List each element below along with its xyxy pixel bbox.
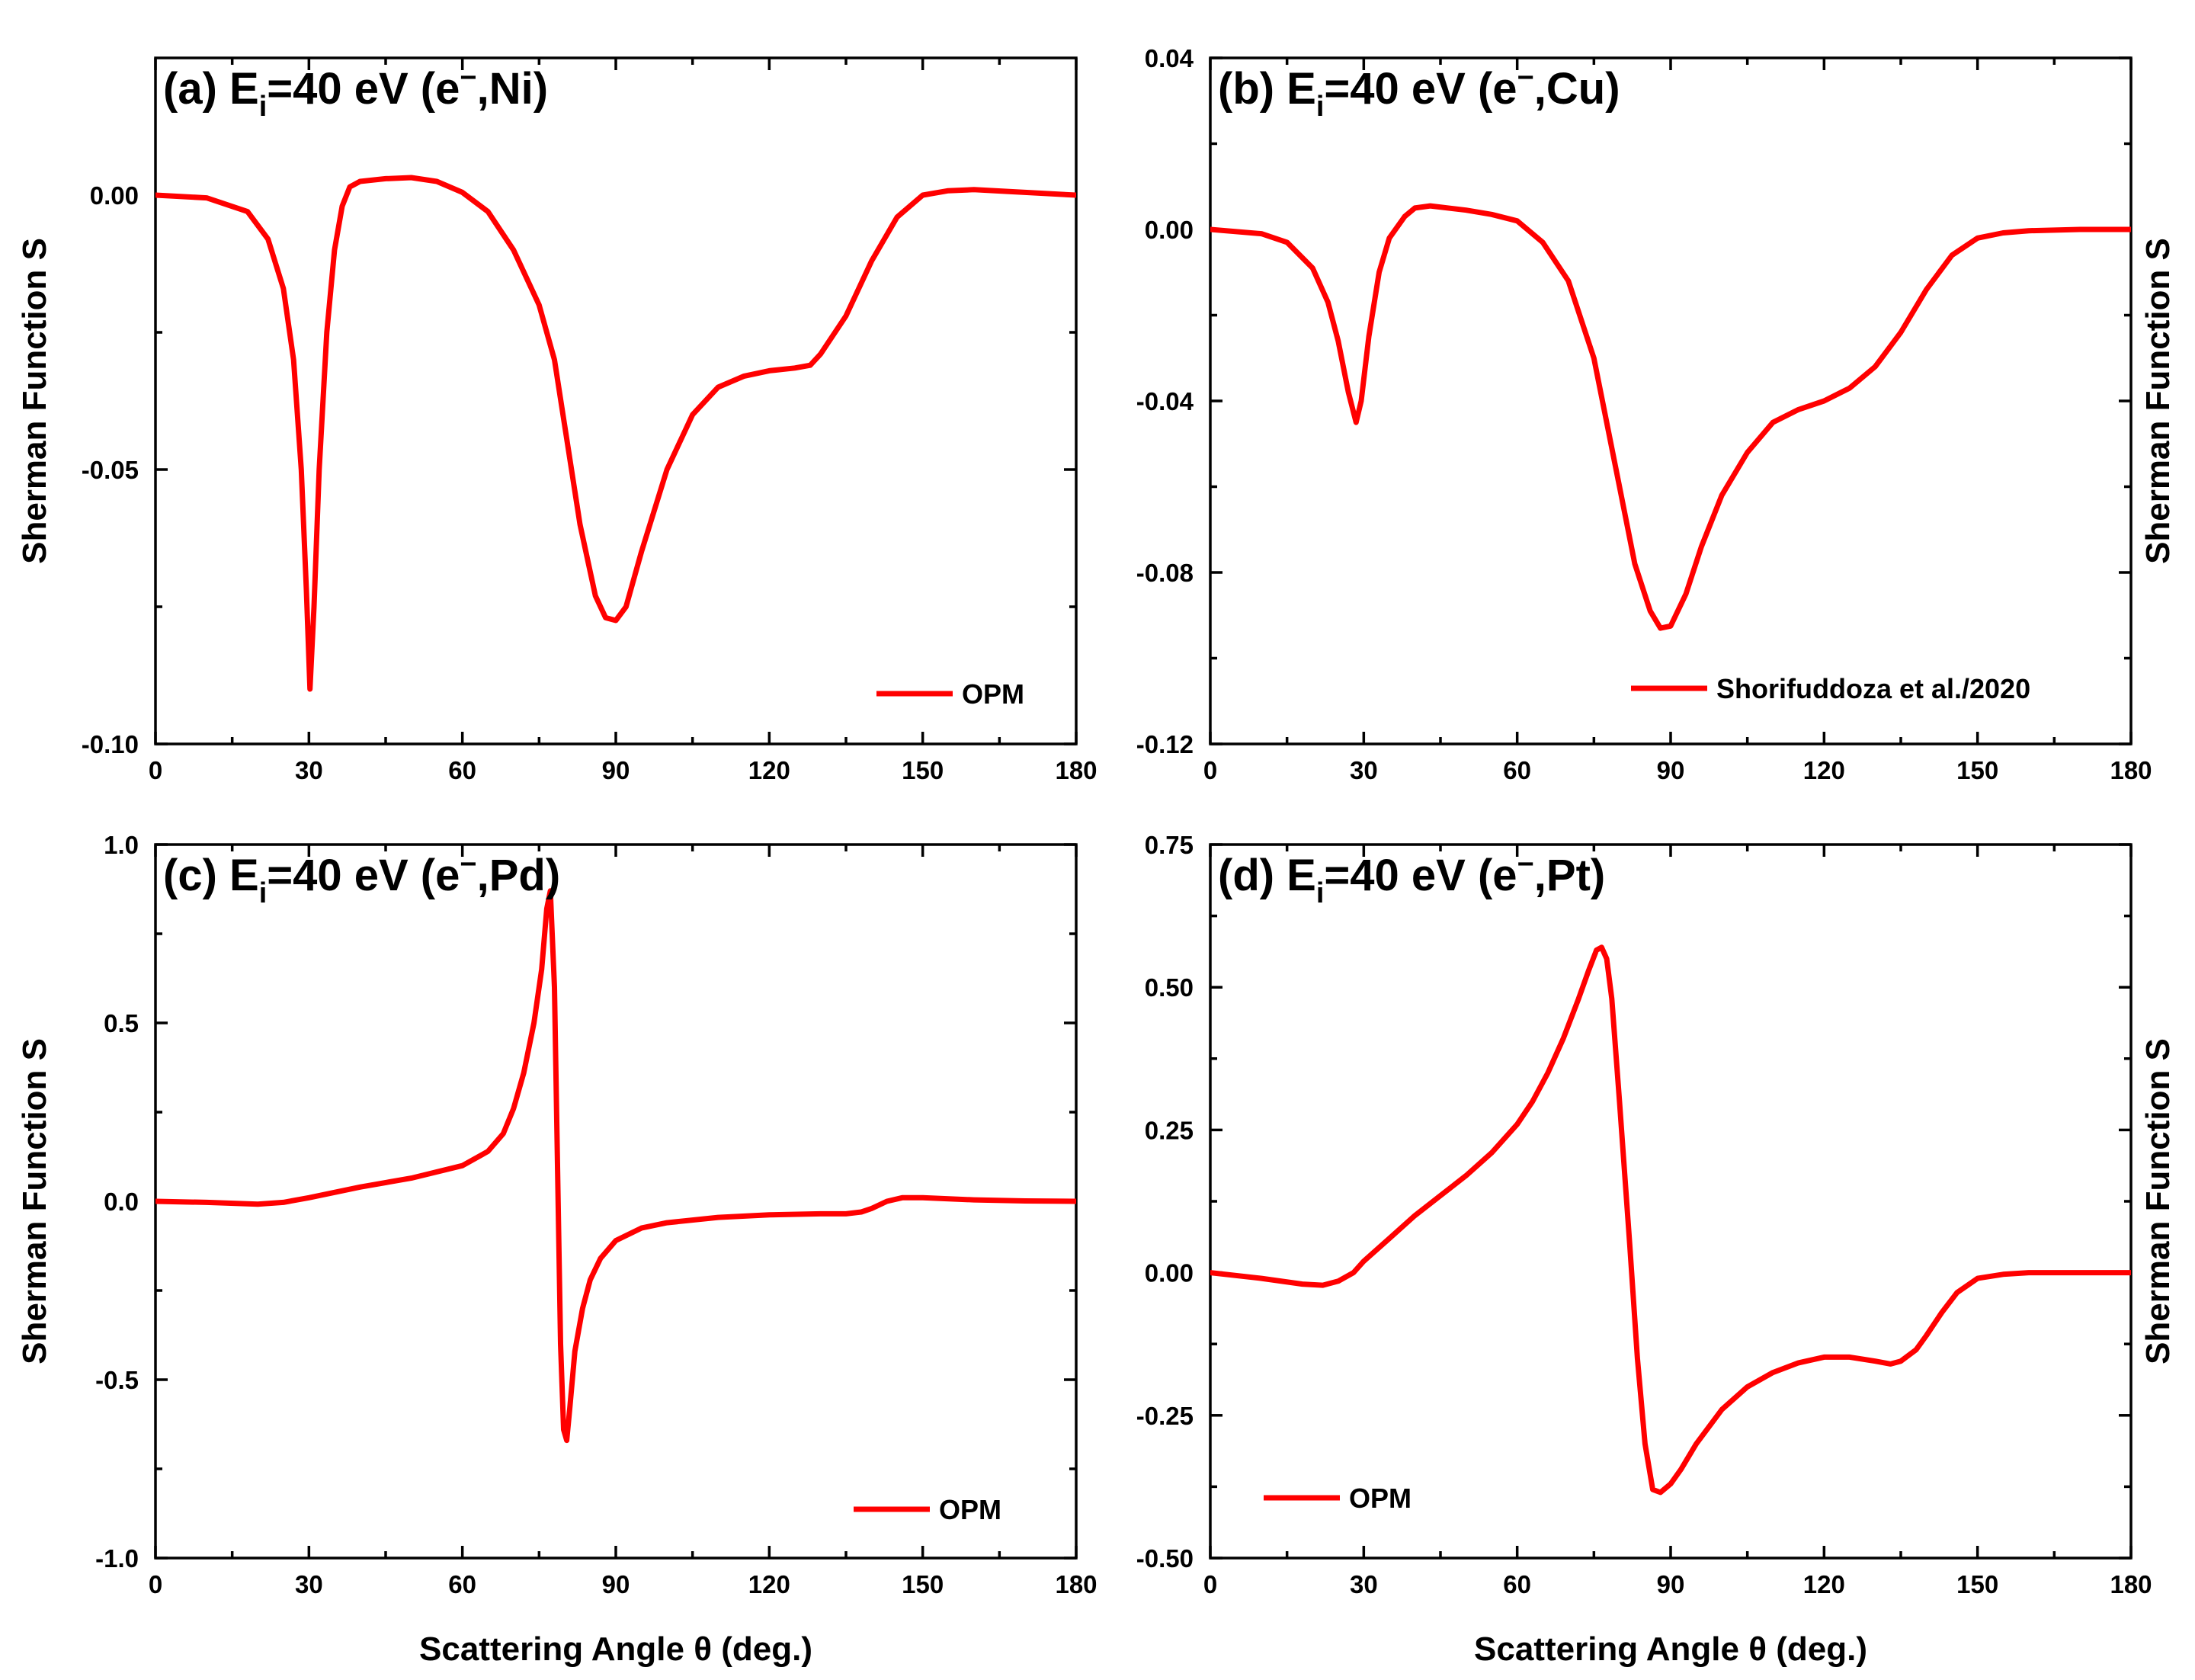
panel-d-y-tick-label: -0.50: [1136, 1544, 1194, 1573]
panel-a-series-line: [155, 175, 1076, 692]
panel-b-y-axis-label: Sherman Function S: [2139, 238, 2177, 564]
panel-b-x-tick-label: 90: [1657, 756, 1685, 784]
panel-c-y-tick-label: 0.5: [104, 1009, 139, 1037]
panel-d-y-tick-label: 0.25: [1145, 1116, 1194, 1144]
panel-a-y-tick-label: -0.05: [82, 456, 139, 484]
panel-b-x-tick-label: 120: [1803, 756, 1845, 784]
panel-c-legend-label: OPM: [939, 1494, 1001, 1525]
panel-a-x-tick-label: 60: [448, 756, 476, 784]
panel-b-y-tick-label: -0.04: [1136, 387, 1194, 415]
panel-a-y-tick-label: 0.00: [90, 181, 139, 210]
panel-d-y-tick-label: 0.75: [1145, 831, 1194, 859]
panel-a-x-tick-label: 0: [149, 756, 162, 784]
panel-c-title: (c) Ei=40 eV (e−,Pd): [163, 848, 560, 909]
panel-c-y-tick-label: 1.0: [104, 831, 139, 859]
panel-a-x-tick-label: 30: [295, 756, 323, 784]
panel-b-x-tick-label: 180: [2110, 756, 2152, 784]
panel-b-series-line: [1210, 203, 2131, 631]
panel-d-y-axis-label: Sherman Function S: [2139, 1038, 2177, 1364]
panel-d-legend-label: OPM: [1349, 1483, 1412, 1514]
panel-b-y-tick-label: 0.04: [1145, 44, 1194, 72]
panel-d-x-axis-label: Scattering Angle θ (deg.): [1474, 1630, 1867, 1668]
panel-c-y-axis-label: Sherman Function S: [16, 1038, 53, 1364]
panel-d-y-tick-label: 0.00: [1145, 1259, 1194, 1287]
panel-d-y-tick-label: -0.25: [1136, 1402, 1194, 1430]
panel-d-x-tick-label: 120: [1803, 1570, 1845, 1598]
panel-d-x-tick-label: 0: [1203, 1570, 1217, 1598]
panel-a-x-tick-label: 90: [602, 756, 630, 784]
panel-b-cu: 0 30 60 90 120 150 180 -0.12 -0.08 -0.04 0.00 0.04 S…: [1136, 44, 2177, 784]
panel-a-x-tick-label: 150: [902, 756, 944, 784]
panel-d-y-tick-label: 0.50: [1145, 973, 1194, 1002]
panel-a-title: (a) Ei=40 eV (e−,Ni): [163, 62, 548, 123]
panel-c-x-tick-label: 30: [295, 1570, 323, 1598]
panel-c-x-tick-label: 60: [448, 1570, 476, 1598]
panel-c-x-axis-label: Scattering Angle θ (deg.): [419, 1630, 812, 1668]
panel-a-x-tick-label: 120: [748, 756, 790, 784]
panel-b-y-tick-label: -0.12: [1136, 730, 1194, 758]
panel-d-x-tick-label: 30: [1350, 1570, 1378, 1598]
panel-d-x-tick-label: 180: [2110, 1570, 2152, 1598]
panel-c-x-tick-label: 150: [902, 1570, 944, 1598]
panel-c-y-tick-label: -1.0: [95, 1544, 139, 1573]
panel-d-pt: 0 30 60 90 120 150 180 -0.50 -0.25 0.00 0.25 0.50 0.…: [1136, 831, 2177, 1668]
panel-b-x-tick-label: 0: [1203, 756, 1217, 784]
panel-a-y-tick-label: -0.10: [82, 730, 139, 758]
panel-c-y-tick-label: 0.0: [104, 1188, 139, 1216]
panel-d-title: (d) Ei=40 eV (e−,Pt): [1218, 848, 1605, 909]
panel-b-x-tick-label: 60: [1503, 756, 1531, 784]
panel-b-y-tick-label: -0.08: [1136, 559, 1194, 587]
panel-c-series-line: [155, 888, 1076, 1444]
panel-a-x-tick-label: 180: [1055, 756, 1097, 784]
panel-c-x-tick-label: 120: [748, 1570, 790, 1598]
panel-c-x-tick-label: 180: [1055, 1570, 1097, 1598]
panel-d-x-tick-label: 60: [1503, 1570, 1531, 1598]
panel-b-x-tick-label: 150: [1956, 756, 1998, 784]
panel-d-x-tick-label: 90: [1657, 1570, 1685, 1598]
panel-c-y-tick-label: -0.5: [95, 1366, 139, 1394]
panel-b-y-tick-label: 0.00: [1145, 216, 1194, 244]
panel-a-legend-label: OPM: [962, 678, 1024, 710]
panel-d-series-line: [1210, 944, 2131, 1496]
panel-b-title: (b) Ei=40 eV (e−,Cu): [1218, 62, 1620, 123]
panel-a-y-axis-label: Sherman Function S: [16, 238, 53, 564]
panel-a-ni: 0 30 60 90 120 150 180 -0.10 -0.05 0.00 OPM (a) Ei=…: [16, 56, 1098, 784]
panel-b-x-tick-label: 30: [1350, 756, 1378, 784]
panel-c-pd: 0 30 60 90 120 150 180 -1.0 -0.5 0.0 0.5 1.0 OPM (c) …: [16, 831, 1098, 1668]
panel-c-x-tick-label: 90: [602, 1570, 630, 1598]
panel-d-x-tick-label: 150: [1956, 1570, 1998, 1598]
panel-c-x-tick-label: 0: [149, 1570, 162, 1598]
panel-b-legend-label: Shorifuddoza et al./2020: [1716, 673, 2030, 704]
